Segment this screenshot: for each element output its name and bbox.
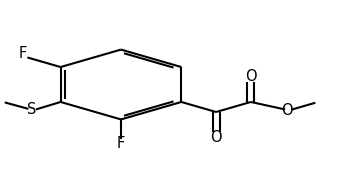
Text: F: F — [117, 136, 125, 151]
Text: S: S — [27, 102, 37, 117]
Text: F: F — [19, 46, 27, 61]
Text: O: O — [245, 69, 257, 84]
Text: O: O — [281, 103, 293, 118]
Text: O: O — [210, 130, 222, 145]
